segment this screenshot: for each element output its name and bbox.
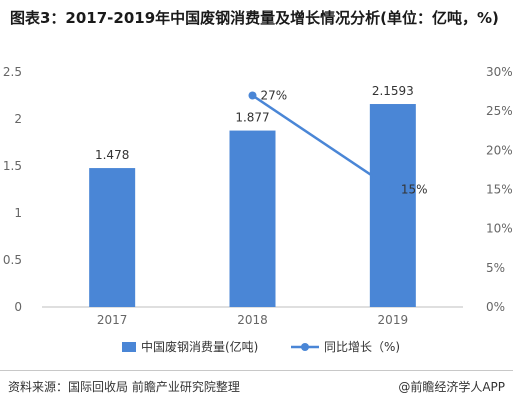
y-left-tick-label: 1 — [14, 206, 22, 220]
growth-value-label: 15% — [401, 183, 428, 197]
legend-line-marker — [301, 343, 309, 351]
y-right-tick-label: 5% — [486, 261, 505, 275]
bar-value-label: 1.478 — [95, 148, 129, 162]
chart-title: 图表3：2017-2019年中国废钢消费量及增长情况分析(单位：亿吨，%) — [10, 9, 499, 27]
growth-line — [251, 94, 394, 191]
y-right-tick-label: 0% — [486, 300, 505, 314]
bar — [229, 130, 276, 307]
credit-label: @前瞻经济学人APP — [398, 380, 505, 394]
y-right-tick-label: 25% — [486, 104, 513, 118]
y-right-tick-label: 10% — [486, 222, 513, 236]
x-tick-label: 2019 — [378, 313, 409, 327]
y-left-tick-label: 0.5 — [3, 253, 22, 267]
footer-divider — [0, 370, 513, 371]
y-left-tick-label: 2 — [14, 112, 22, 126]
bar — [369, 104, 416, 307]
growth-value-label: 27% — [261, 89, 288, 103]
growth-point — [248, 91, 257, 100]
bar-value-label: 2.1593 — [372, 84, 414, 98]
y-left-tick-label: 1.5 — [3, 159, 22, 173]
y-left-tick-label: 2.5 — [3, 65, 22, 79]
y-left-tick-label: 0 — [14, 300, 22, 314]
y-right-tick-label: 15% — [486, 183, 513, 197]
bar — [89, 168, 136, 307]
growth-point — [388, 185, 397, 194]
x-tick-label: 2017 — [97, 313, 128, 327]
bar-value-label: 1.877 — [235, 111, 269, 125]
x-tick-label: 2018 — [237, 313, 268, 327]
legend-bar-label: 中国废钢消费量(亿吨) — [141, 339, 258, 354]
y-right-tick-label: 30% — [486, 65, 513, 79]
y-right-tick-label: 20% — [486, 143, 513, 157]
source-note: 资料来源：国际回收局 前瞻产业研究院整理 — [8, 380, 240, 394]
legend-line-label: 同比增长（%) — [324, 340, 400, 354]
combo-chart: 0 0.5 1 1.5 2 2.5 0% 5% 10% 15% 20% 25% 30% 1.478 2017… — [3, 65, 513, 354]
legend-bar-swatch — [122, 342, 136, 352]
